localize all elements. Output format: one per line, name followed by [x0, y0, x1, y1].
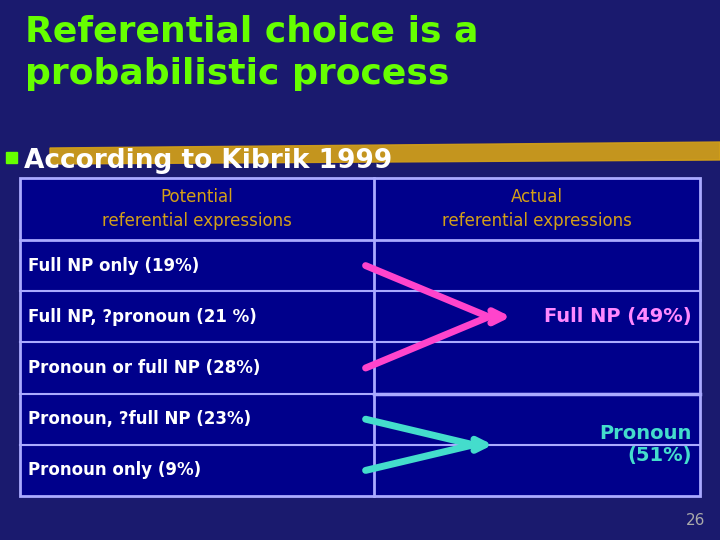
Text: Full NP only (19%): Full NP only (19%): [28, 256, 199, 275]
Text: Referential choice is a
probabilistic process: Referential choice is a probabilistic pr…: [25, 15, 479, 91]
Text: Pronoun or full NP (28%): Pronoun or full NP (28%): [28, 359, 261, 377]
Text: Full NP (49%): Full NP (49%): [544, 307, 692, 326]
Text: Potential
referential expressions: Potential referential expressions: [102, 187, 292, 231]
Text: According to Kibrik 1999: According to Kibrik 1999: [24, 148, 392, 174]
Text: Pronoun, ?full NP (23%): Pronoun, ?full NP (23%): [28, 410, 251, 428]
Polygon shape: [50, 142, 720, 164]
Text: Actual
referential expressions: Actual referential expressions: [442, 187, 631, 231]
Text: Full NP, ?pronoun (21 %): Full NP, ?pronoun (21 %): [28, 308, 257, 326]
Text: 26: 26: [685, 513, 705, 528]
Bar: [6, 152, 17, 163]
Bar: [20, 178, 700, 496]
Text: Pronoun
(51%): Pronoun (51%): [600, 424, 692, 465]
Text: Pronoun only (9%): Pronoun only (9%): [28, 461, 201, 480]
